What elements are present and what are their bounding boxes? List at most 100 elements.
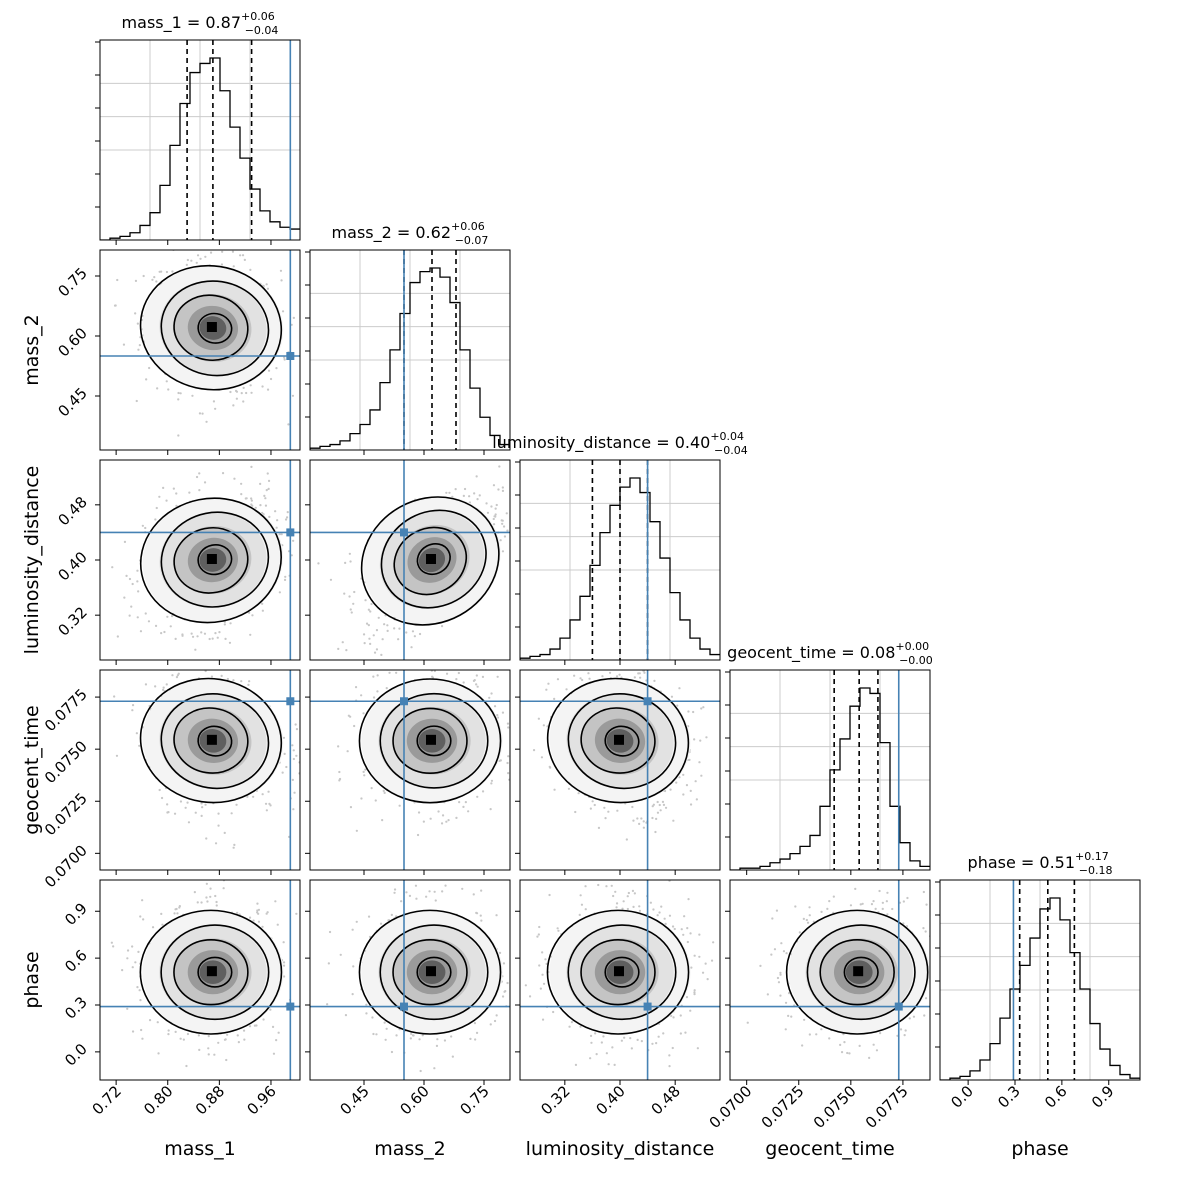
contour-line: [416, 956, 452, 988]
x-tick-label: 0.96: [243, 1082, 279, 1118]
contour-line: [546, 677, 690, 804]
title-plus: +0.17: [1075, 850, 1109, 863]
contour-line: [580, 939, 656, 1006]
contour-line: [160, 693, 270, 790]
x-tick-label: 0.0725: [758, 1082, 808, 1132]
x-tick-label: 0.80: [140, 1082, 176, 1118]
title-median: 0.40: [675, 433, 711, 452]
y-tick-label: 0.32: [54, 603, 90, 639]
contour-line: [173, 939, 249, 1006]
x-axis-label: mass_2: [374, 1138, 446, 1160]
y-tick-label: 0.40: [54, 548, 90, 584]
contour-line: [806, 924, 916, 1021]
contour-line: [416, 543, 451, 576]
panel-frame: [309, 879, 511, 1081]
contour-line: [416, 725, 452, 757]
x-tick-label: 0.6: [1041, 1082, 1071, 1112]
y-tick-label: 0.45: [54, 384, 90, 420]
density-peak: [614, 966, 624, 977]
panel-title: mass_2 = 0.62+0.06 −0.07: [332, 220, 489, 247]
panel-phase-mass_2: [310, 880, 510, 1080]
density-peak: [614, 734, 624, 745]
y-tick-label: 0.3: [61, 993, 91, 1023]
panel-phase-mass_1: [100, 880, 300, 1080]
panel-frame: [309, 669, 511, 871]
y-axis-label: geocent_time: [21, 705, 43, 834]
contour-line: [580, 707, 656, 774]
title-plus: +0.00: [895, 640, 929, 653]
x-tick-label: 0.0700: [706, 1082, 756, 1132]
density-peak: [206, 966, 217, 977]
x-tick-label: 0.9: [1088, 1082, 1118, 1112]
contour-line: [604, 956, 640, 988]
contour-line: [843, 956, 879, 988]
title-median: 0.62: [415, 223, 451, 242]
panel-phase-phase: [940, 880, 1140, 1080]
contour-line: [173, 294, 249, 361]
panel-frame: [729, 879, 931, 1081]
contour-line: [139, 497, 282, 624]
title-minus: −0.18: [1079, 864, 1113, 877]
panel-luminosity_distance-mass_1: [100, 460, 300, 660]
contour-line: [173, 527, 249, 594]
x-tick-label: 0.72: [89, 1082, 125, 1118]
y-tick-label: 0.0700: [41, 841, 91, 891]
truth-marker: [286, 528, 295, 537]
title-label: geocent_time =: [727, 643, 860, 663]
contour-line: [197, 544, 233, 576]
density-peak: [206, 322, 217, 332]
panel-frame: [99, 669, 301, 871]
contour-line: [160, 924, 270, 1021]
contour-line: [819, 939, 895, 1006]
panel-title: mass_1 = 0.87+0.06 −0.04: [122, 10, 279, 37]
panel-frame: [939, 879, 1141, 1081]
y-tick-label: 0.60: [54, 324, 90, 360]
panel-geocent_time-mass_2: [310, 670, 510, 870]
truth-marker: [643, 697, 652, 706]
histogram-step: [730, 687, 930, 870]
truth-marker: [400, 1002, 408, 1011]
panel-luminosity_distance-mass_2: [310, 460, 510, 660]
histogram-step: [310, 267, 510, 450]
title-minus: −0.04: [245, 24, 279, 37]
x-tick-label: 0.0750: [810, 1082, 860, 1132]
x-tick-label: 0.45: [336, 1082, 372, 1118]
truth-marker: [894, 1002, 903, 1011]
contour-line: [139, 264, 283, 391]
y-tick-label: 0.9: [61, 899, 91, 929]
title-minus: −0.00: [899, 654, 933, 667]
x-tick-label: 0.88: [192, 1082, 228, 1118]
x-axis-label: mass_1: [164, 1138, 236, 1160]
y-axis-label: mass_2: [21, 314, 43, 386]
y-tick-label: 0.75: [54, 264, 90, 300]
title-plus: +0.04: [710, 430, 744, 443]
contour-line: [160, 280, 270, 377]
title-plus: +0.06: [241, 10, 275, 23]
y-tick-label: 0.0775: [41, 685, 91, 735]
panel-luminosity_distance-luminosity_distance: [520, 460, 720, 660]
x-axis-label: phase: [1011, 1138, 1068, 1160]
contour-line: [567, 693, 677, 790]
contour-line: [785, 909, 929, 1035]
contour-line: [604, 725, 640, 757]
x-tick-label: 0.40: [592, 1082, 628, 1118]
contour-line: [392, 707, 468, 775]
x-axis-label: luminosity_distance: [526, 1138, 715, 1160]
title-median: 0.51: [1039, 853, 1075, 872]
x-tick-label: 0.0: [947, 1082, 977, 1112]
panel-title: phase = 0.51+0.17 −0.18: [968, 850, 1113, 877]
contour-line: [379, 692, 489, 789]
panel-title: luminosity_distance = 0.40+0.04 −0.04: [492, 430, 748, 457]
density-peak: [426, 554, 436, 564]
x-tick-label: 0.60: [396, 1082, 432, 1118]
contour-line: [360, 496, 500, 626]
contour-line: [197, 312, 233, 344]
contour-line: [379, 924, 489, 1021]
title-label: mass_2 =: [332, 223, 416, 243]
density-peak: [206, 554, 217, 564]
panel-phase-geocent_time: [730, 880, 930, 1080]
x-axis-label: geocent_time: [765, 1138, 894, 1160]
contour-line: [139, 909, 283, 1035]
contour-line: [197, 725, 233, 757]
panel-frame: [99, 39, 301, 241]
